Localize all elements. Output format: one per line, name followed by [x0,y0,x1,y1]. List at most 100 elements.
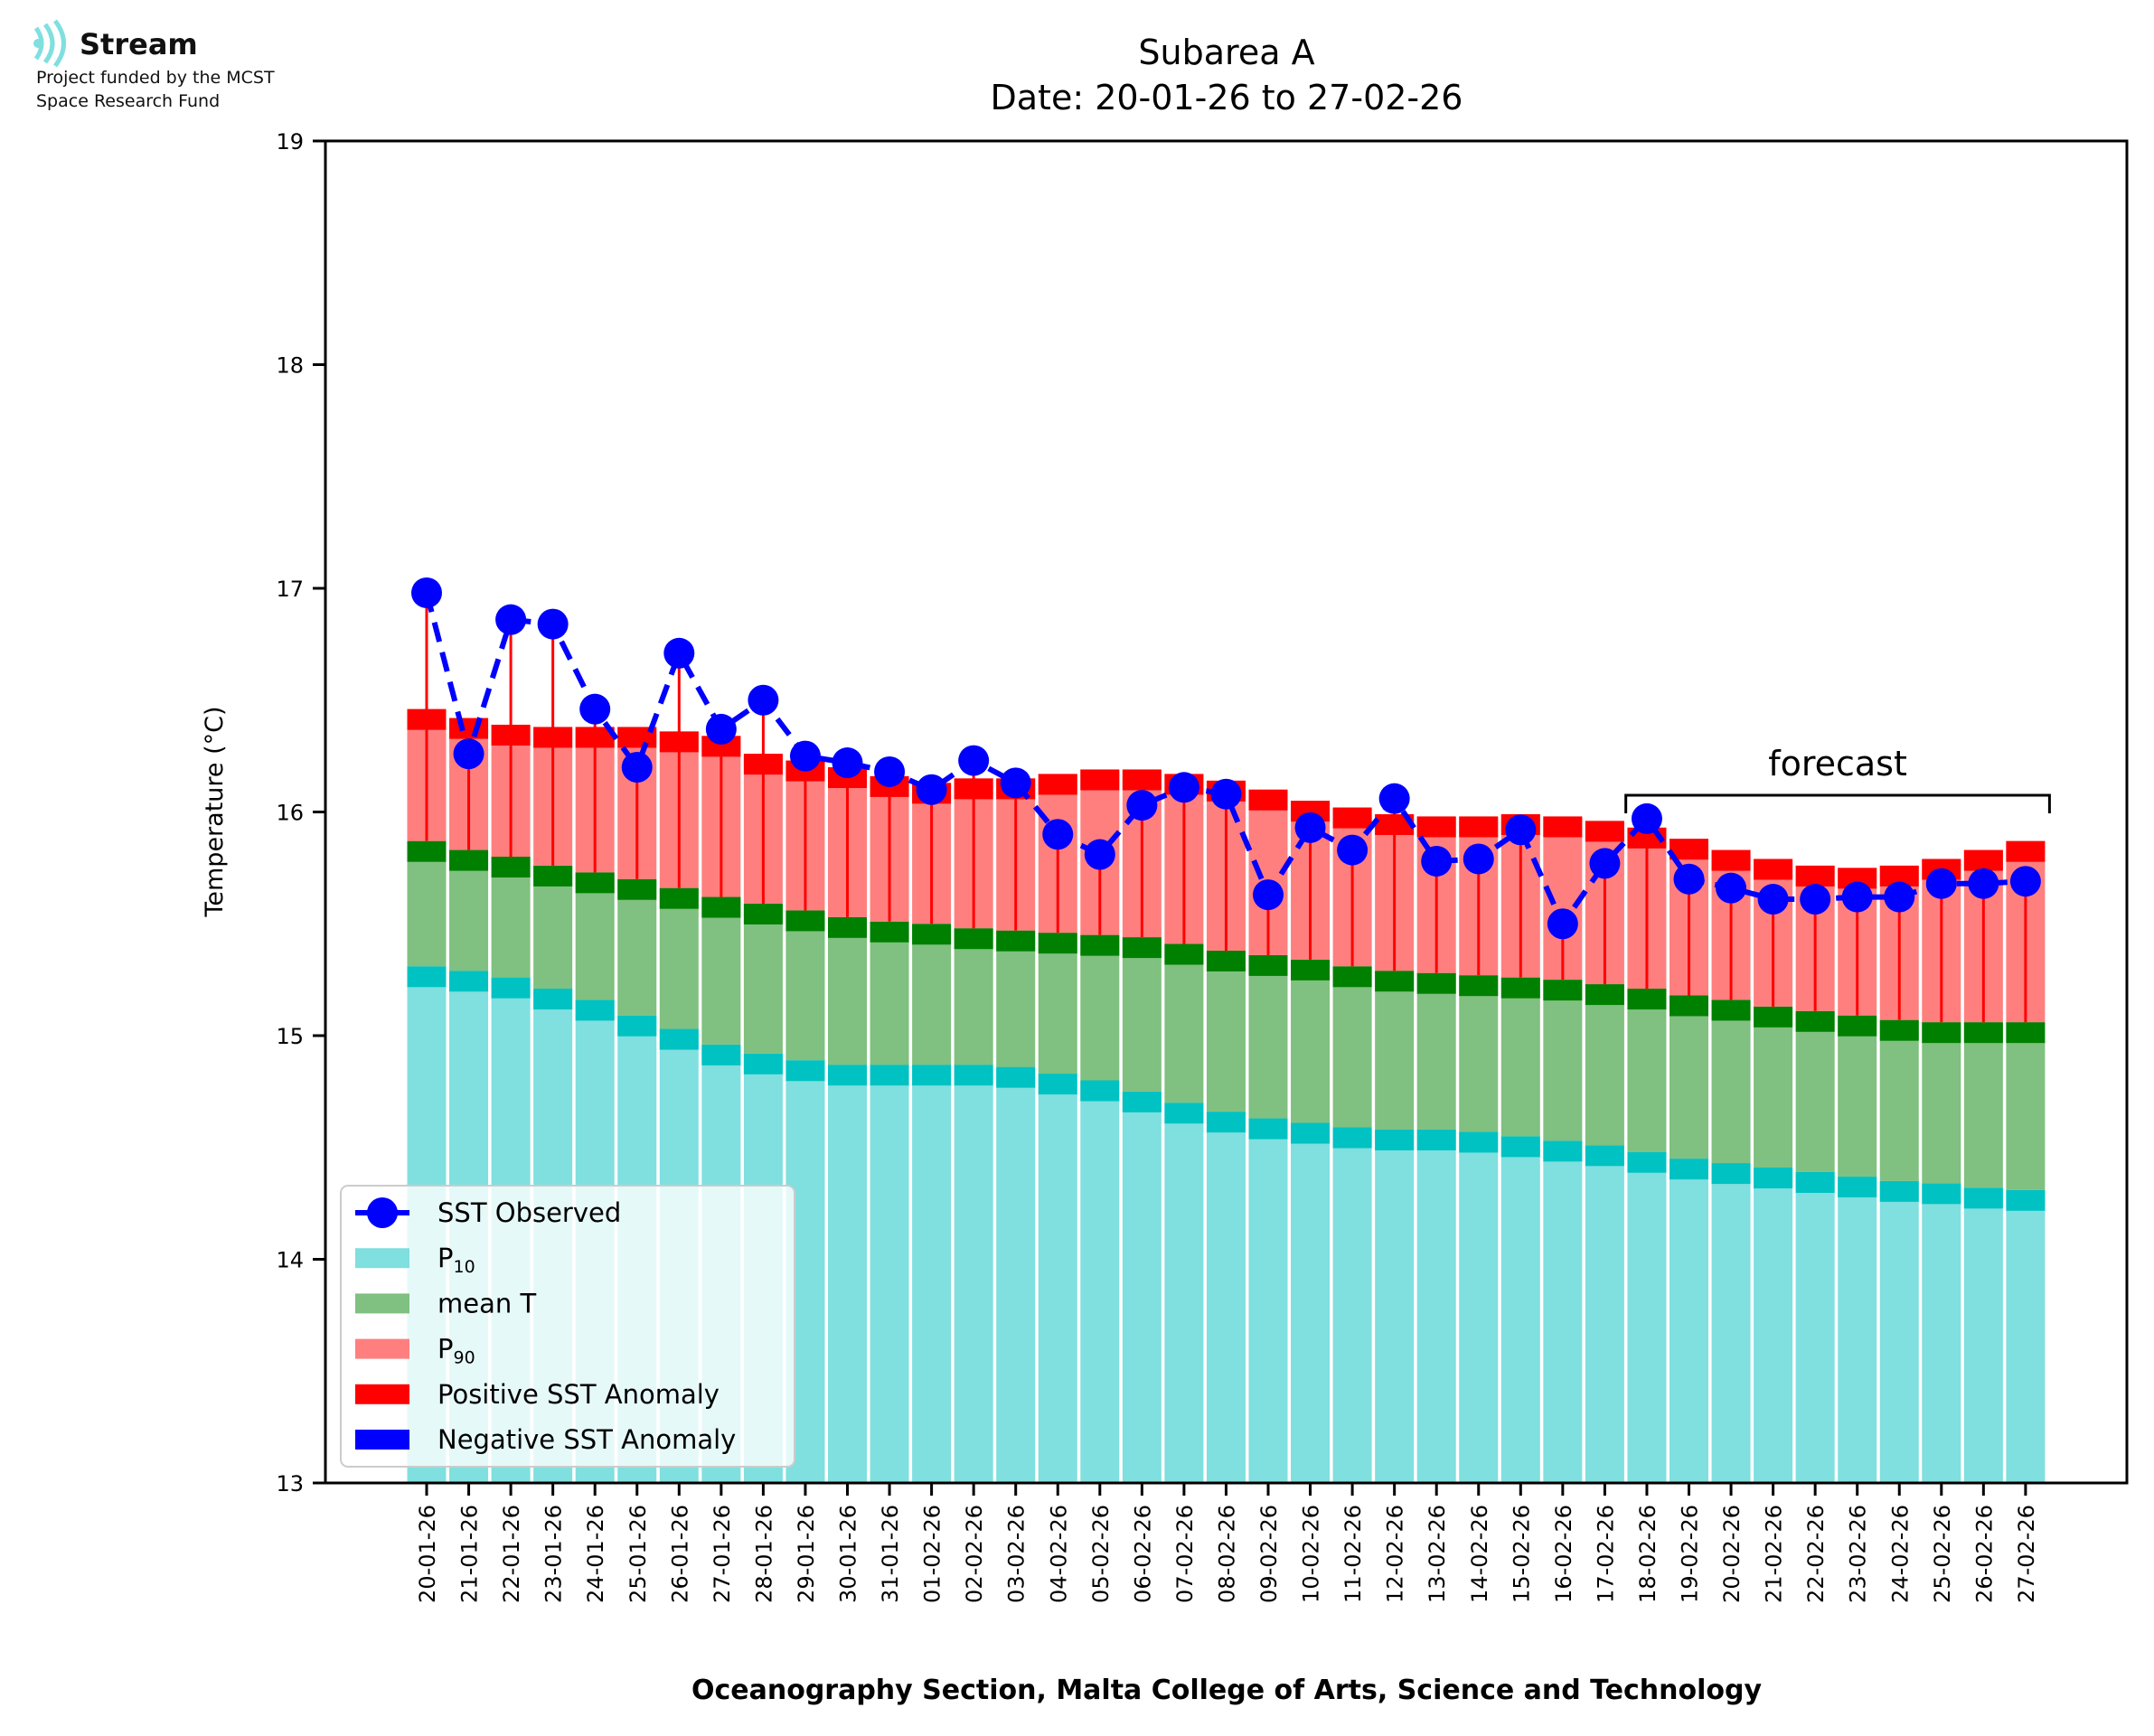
mean-bar [1080,934,1120,1081]
x-tick-label: 12-02-26 [1383,1505,1408,1603]
p10-bar-cap [1879,1180,1919,1202]
p10-bar-cap [1543,1140,1583,1162]
p10-bar [1754,1168,1793,1483]
mean-bar-cap [449,849,489,871]
p10-bar [1248,1118,1288,1483]
legend-label-text: SST Observed [437,1197,621,1228]
y-tick-label: 16 [276,801,304,826]
mean-bar-cap [533,865,573,887]
y-tick-label: 18 [276,353,304,379]
x-tick-label: 16-02-26 [1551,1505,1576,1603]
sst-observed-point [1925,868,1957,899]
mean-bar-cap [1416,972,1456,994]
sst-observed-point [453,738,484,770]
sst-observed-point [2009,866,2041,897]
legend-label-text: Positive SST Anomaly [437,1379,720,1410]
mean-bar [1122,937,1162,1092]
mean-bar-cap [1122,937,1162,959]
x-axis: 20-01-26 21-01-26 22-01-26 23-01-26 24-01-26… [415,1483,2039,1603]
mean-bar [1879,1019,1919,1181]
p10-bar-cap [1080,1080,1120,1102]
legend-label: P10 [437,1243,475,1277]
forecast-bracket-line [1624,793,2051,813]
legend-label-text: Negative SST Anomaly [437,1424,736,1455]
p10-bar [1670,1159,1708,1483]
sst-observed-point [916,774,947,805]
x-tick-label: 22-01-26 [499,1505,524,1603]
mean-bar [1500,977,1540,1137]
wave-icon [33,19,66,68]
p90-bar-cap [449,718,489,739]
sst-observed-point [1084,839,1115,870]
p10-bar [1711,1163,1751,1483]
x-tick-label: 26-02-26 [1971,1505,1997,1603]
legend-label: SST Observed [437,1197,621,1228]
sst-observed-point [411,577,442,608]
sst-observed-point [789,740,821,772]
p10-bar-cap [491,977,531,999]
p10-bar-cap [659,1028,699,1050]
legend-label-text: P [437,1334,454,1365]
forecast-bracket: forecast [1624,744,2051,813]
x-tick-label: 15-02-26 [1509,1505,1534,1603]
p10-bar [1291,1122,1331,1483]
sst-observed-point [832,747,863,779]
mean-bar [2006,1022,2046,1190]
legend-label-subscript: 10 [454,1257,475,1277]
p90-bar-cap [1711,849,1751,871]
p10-bar-cap [996,1066,1036,1088]
x-tick-label: 24-02-26 [1887,1505,1913,1603]
x-tick-label: 19-02-26 [1678,1505,1703,1603]
p10-bar [996,1066,1036,1483]
p10-bar-cap [1248,1118,1288,1140]
x-tick-label: 21-01-26 [457,1505,483,1603]
x-tick-label: 25-01-26 [626,1505,651,1603]
chart-title: Subarea A [1138,33,1314,72]
mean-bar [1206,950,1246,1112]
mean-bar-cap [659,887,699,909]
p10-bar [1963,1187,2003,1483]
sst-observed-point [1589,848,1621,879]
p90-bar-cap [1080,769,1120,791]
mean-bar [617,878,657,1016]
legend-label: Negative SST Anomaly [437,1424,736,1455]
x-tick-label: 01-02-26 [920,1505,945,1603]
y-tick-label: 15 [276,1024,304,1049]
mean-bar [659,887,699,1029]
p10-bar [1543,1140,1583,1483]
p10-bar [1122,1091,1162,1483]
mean-bar [954,928,993,1065]
mean-bar [701,896,741,1045]
p90-bar-cap [1459,816,1499,838]
mean-bar-cap [1332,966,1372,988]
sst-observed-point [1716,872,1747,904]
mean-bar-cap [1038,933,1077,954]
p10-bar [1416,1129,1456,1483]
mean-bar [407,840,447,967]
p10-bar [1922,1183,1961,1483]
p90-bar-cap [1879,865,1919,887]
sst-observed-point [537,608,569,640]
mean-bar-cap [1543,980,1583,1001]
mean-bar-cap [1670,995,1708,1017]
mean-bar-cap [575,872,615,894]
p10-bar-cap [1291,1122,1331,1144]
mean-bar-cap [1627,989,1667,1010]
x-tick-label: 20-01-26 [415,1505,440,1603]
x-tick-label: 17-02-26 [1593,1505,1618,1603]
sst-observed-point [1042,819,1074,850]
sst-observed-point [1337,834,1369,866]
legend-label: Positive SST Anomaly [437,1379,720,1410]
mean-bar [1838,1015,1877,1177]
p10-bar [870,1065,909,1483]
sst-observed-point [1463,843,1494,875]
p10-bar-cap [1206,1112,1246,1133]
p10-bar [1627,1151,1667,1483]
p10-bar-cap [2006,1189,2046,1211]
p10-bar-cap [1038,1074,1077,1095]
p10-bar-cap [785,1060,825,1082]
mean-bar-cap [2006,1022,2046,1044]
p10-bar-cap [912,1065,952,1086]
p10-bar [1206,1112,1246,1483]
